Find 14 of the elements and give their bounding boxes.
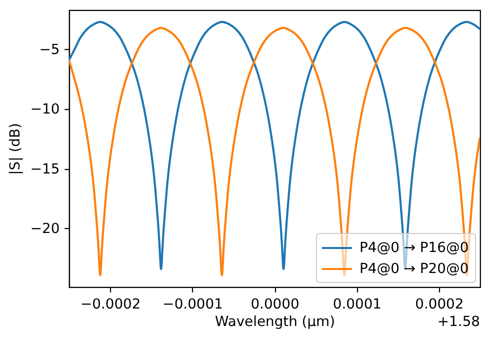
x-tick-label: 0.0000 <box>250 296 300 312</box>
legend-label: P4@0 → P20@0 <box>360 261 469 277</box>
x-tick-label: 0.0001 <box>332 296 382 312</box>
text: +1.58 <box>437 314 480 330</box>
x-tick-label: −0.0001 <box>162 296 223 312</box>
y-tick-label: −5 <box>39 42 60 58</box>
x-tick-label: −0.0002 <box>80 296 141 312</box>
x-axis-title: Wavelength (µm) <box>214 314 336 330</box>
y-axis-title: |S| (dB) <box>7 123 24 175</box>
x-tick-label: 0.0002 <box>415 296 464 312</box>
y-tick-label: −15 <box>30 161 60 178</box>
y-tick-label: −10 <box>30 102 60 118</box>
y-tick-label: −20 <box>30 220 60 237</box>
legend-label: P4@0 → P16@0 <box>360 240 469 256</box>
